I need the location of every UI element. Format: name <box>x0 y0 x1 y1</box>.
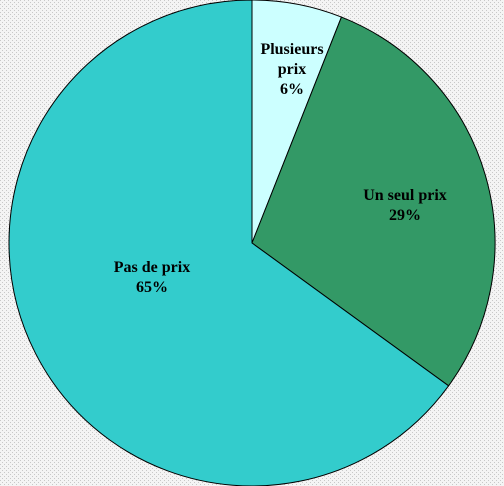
category-label: Plusieurs prix <box>260 41 324 78</box>
slice-label: Pas de prix 65% <box>82 258 222 298</box>
slice-label: Un seul prix 29% <box>335 186 475 226</box>
slice-label: Plusieurs prix 6% <box>247 40 337 100</box>
category-label: Pas de prix <box>113 259 191 276</box>
value-label: 29% <box>389 207 421 224</box>
value-label: 6% <box>280 81 304 98</box>
value-label: 65% <box>136 279 168 296</box>
category-label: Un seul prix <box>363 187 447 204</box>
pie-slice <box>251 16 496 387</box>
pie-slice <box>8 0 450 486</box>
